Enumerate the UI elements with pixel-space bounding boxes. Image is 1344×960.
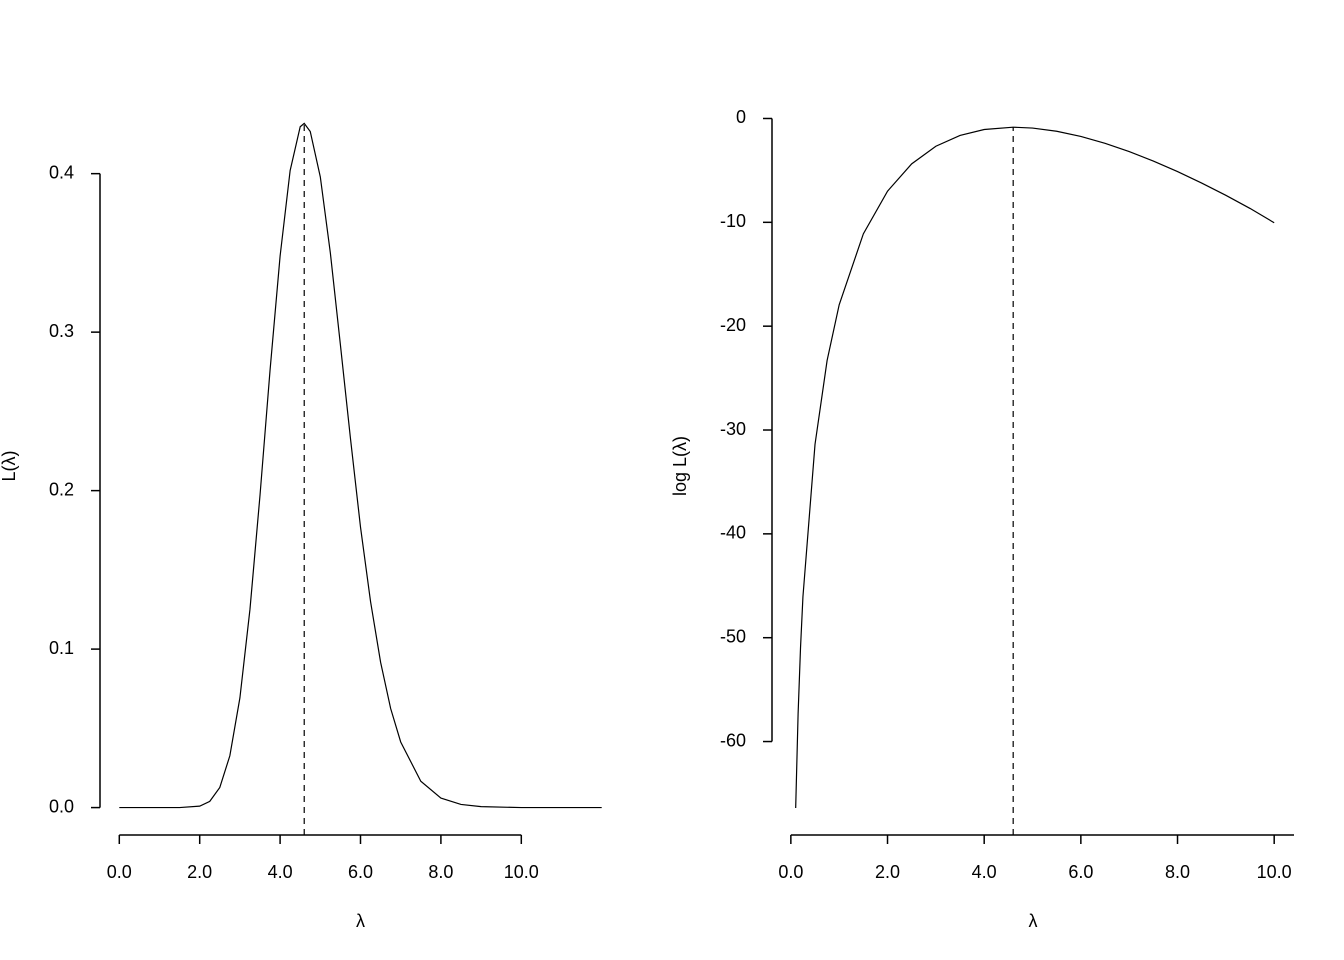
x-axis-label: λ bbox=[1029, 911, 1038, 931]
y-tick-label: -60 bbox=[720, 730, 746, 750]
y-tick-label: -10 bbox=[720, 211, 746, 231]
x-tick-label: 10.0 bbox=[1257, 862, 1292, 882]
likelihood-curve bbox=[119, 122, 602, 809]
x-tick-label: 6.0 bbox=[1068, 862, 1093, 882]
y-tick-label: -40 bbox=[720, 523, 746, 543]
x-tick-label: 8.0 bbox=[428, 862, 453, 882]
x-tick-label: 10.0 bbox=[504, 862, 539, 882]
x-tick-label: 2.0 bbox=[187, 862, 212, 882]
x-tick-label: 8.0 bbox=[1165, 862, 1190, 882]
y-tick-label: 0.4 bbox=[49, 162, 74, 182]
y-tick-label: 0.0 bbox=[49, 796, 74, 816]
y-axis-label: log L(λ) bbox=[670, 436, 690, 496]
x-tick-label: 0.0 bbox=[778, 862, 803, 882]
x-tick-label: 4.0 bbox=[972, 862, 997, 882]
y-tick-label: -20 bbox=[720, 315, 746, 335]
y-tick-label: 0.3 bbox=[49, 321, 74, 341]
y-tick-label: 0.2 bbox=[49, 479, 74, 499]
x-tick-label: 0.0 bbox=[107, 862, 132, 882]
x-tick-label: 4.0 bbox=[268, 862, 293, 882]
likelihood-curve bbox=[795, 126, 1275, 809]
y-axis-label: L(λ) bbox=[0, 451, 19, 482]
x-tick-label: 6.0 bbox=[348, 862, 373, 882]
y-tick-label: -50 bbox=[720, 626, 746, 646]
y-tick-label: 0 bbox=[736, 107, 746, 127]
x-axis-label: λ bbox=[356, 911, 365, 931]
y-tick-label: -30 bbox=[720, 419, 746, 439]
x-tick-label: 2.0 bbox=[875, 862, 900, 882]
y-tick-label: 0.1 bbox=[49, 638, 74, 658]
